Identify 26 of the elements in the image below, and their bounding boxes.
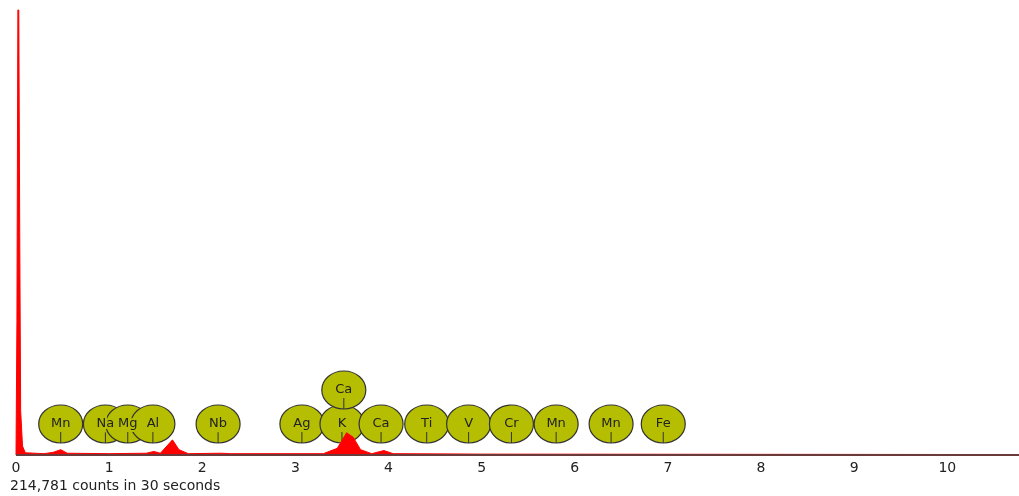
- text: 214,781 counts in 30 seconds: [10, 477, 221, 493]
- ref-line-label: Nb: [209, 415, 228, 430]
- ref-line-label: Ag: [293, 415, 311, 430]
- x-tick-label: 1: [104, 459, 114, 475]
- x-tick-label: 9: [849, 459, 859, 475]
- x-tick-label: 5: [477, 459, 487, 475]
- ref-line-label: K: [337, 415, 347, 430]
- x-tick-label: 8: [756, 459, 766, 475]
- ref-line-label: Mn: [546, 415, 566, 430]
- x-tick-label: 10: [938, 459, 957, 475]
- ref-line-label: Na: [96, 415, 115, 430]
- ref-line-label: Ti: [420, 415, 433, 430]
- ref-line-label: V: [464, 415, 474, 430]
- ref-line-label: Ca: [372, 415, 390, 430]
- ref-line-label: Cr: [504, 415, 520, 430]
- x-tick-label: 6: [570, 459, 580, 475]
- x-tick-label: 3: [290, 459, 300, 475]
- ref-line-label: Mn: [601, 415, 621, 430]
- x-tick-label: 7: [663, 459, 673, 475]
- x-tick-label: 4: [384, 459, 394, 475]
- ref-line-label: Al: [146, 415, 160, 430]
- x-tick-label: 0: [11, 459, 21, 475]
- x-tick-label: 2: [197, 459, 207, 475]
- ref-line-label: Mn: [50, 415, 71, 430]
- ref-line-label: Ca: [335, 381, 353, 396]
- ref-line-label: Fe: [655, 415, 671, 430]
